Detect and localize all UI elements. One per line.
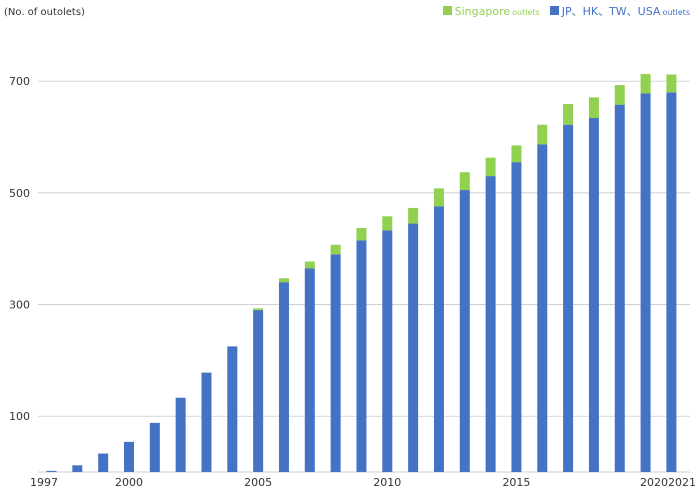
bar-singapore-2010 [382, 216, 393, 231]
bar-singapore-2009 [356, 228, 367, 241]
bar-jp-2006 [278, 282, 289, 472]
y-tick-label-700: 700 [9, 75, 30, 88]
bar-jp-2020 [640, 93, 651, 473]
bar-jp-2002 [175, 397, 186, 472]
bar-series [46, 73, 677, 473]
bar-jp-2004 [227, 346, 238, 472]
bar-jp-2013 [459, 190, 470, 472]
bar-jp-1998 [72, 465, 83, 472]
x-tick-label-2000: 2000 [115, 476, 143, 489]
legend-suffix-singapore: outlets [512, 8, 540, 17]
x-tick-label-1997: 1997 [30, 476, 58, 489]
legend-swatch-jp [549, 6, 559, 15]
bar-jp-1999 [98, 453, 109, 472]
bar-singapore-2007 [304, 261, 315, 269]
bar-jp-2001 [149, 422, 160, 472]
bar-singapore-2016 [537, 124, 548, 145]
bar-jp-2012 [433, 206, 444, 472]
bar-jp-2010 [382, 230, 393, 472]
y-tick-label-100: 100 [9, 410, 30, 423]
bar-jp-2016 [537, 144, 548, 472]
legend-label-singapore: Singapore [454, 5, 511, 18]
bar-singapore-2019 [614, 85, 625, 105]
x-tick-label-2005: 2005 [244, 476, 272, 489]
bar-singapore-2008 [330, 244, 341, 255]
x-tick-label-2010: 2010 [373, 476, 401, 489]
bar-jp-2018 [588, 118, 599, 472]
bar-singapore-2020 [640, 73, 651, 94]
bar-jp-2008 [330, 254, 341, 472]
bar-singapore-2013 [459, 172, 470, 191]
bar-jp-1997 [46, 470, 57, 472]
bar-jp-2009 [356, 240, 367, 472]
bar-jp-2011 [408, 223, 419, 472]
bar-singapore-2011 [408, 207, 419, 224]
legend-label-jp: JP、HK、TW、USA [561, 5, 661, 18]
bar-jp-2007 [304, 268, 315, 472]
bar-singapore-2012 [433, 188, 444, 207]
bar-jp-2003 [201, 372, 212, 472]
legend-suffix-jp: outlets [662, 8, 690, 17]
bar-singapore-2021 [666, 74, 677, 93]
bar-jp-2000 [123, 441, 134, 472]
x-tick-label-2015: 2015 [502, 476, 530, 489]
y-axis-label: (No. of outolets) [4, 7, 85, 18]
bar-jp-2021 [666, 92, 677, 472]
chart-legend: Singapore outlets JP、HK、TW、USA outlets [433, 3, 690, 19]
bar-jp-2014 [485, 176, 496, 472]
bar-singapore-2006 [278, 278, 289, 283]
x-tick-label-2020: 2020 [640, 476, 668, 489]
bar-jp-2017 [563, 124, 574, 472]
bar-singapore-2018 [588, 97, 599, 119]
y-tick-label-500: 500 [9, 187, 30, 200]
bar-jp-2019 [614, 104, 625, 472]
bar-singapore-2014 [485, 157, 496, 177]
legend-item-singapore: Singapore outlets [442, 5, 540, 18]
x-tick-label-2021: 2021 [668, 476, 696, 489]
bar-jp-2005 [253, 310, 264, 472]
bar-singapore-2015 [511, 145, 522, 163]
y-tick-label-300: 300 [9, 299, 30, 312]
bar-singapore-2017 [563, 104, 574, 125]
bar-singapore-2005 [253, 308, 264, 311]
y-axis-tick-labels: 100 300 500 700 [9, 75, 30, 423]
legend-item-jp: JP、HK、TW、USA outlets [549, 3, 690, 19]
legend-swatch-singapore [442, 6, 452, 15]
x-axis-tick-labels: 1997 2000 2005 2010 2015 2020 2021 [30, 476, 696, 489]
bar-jp-2015 [511, 162, 522, 472]
